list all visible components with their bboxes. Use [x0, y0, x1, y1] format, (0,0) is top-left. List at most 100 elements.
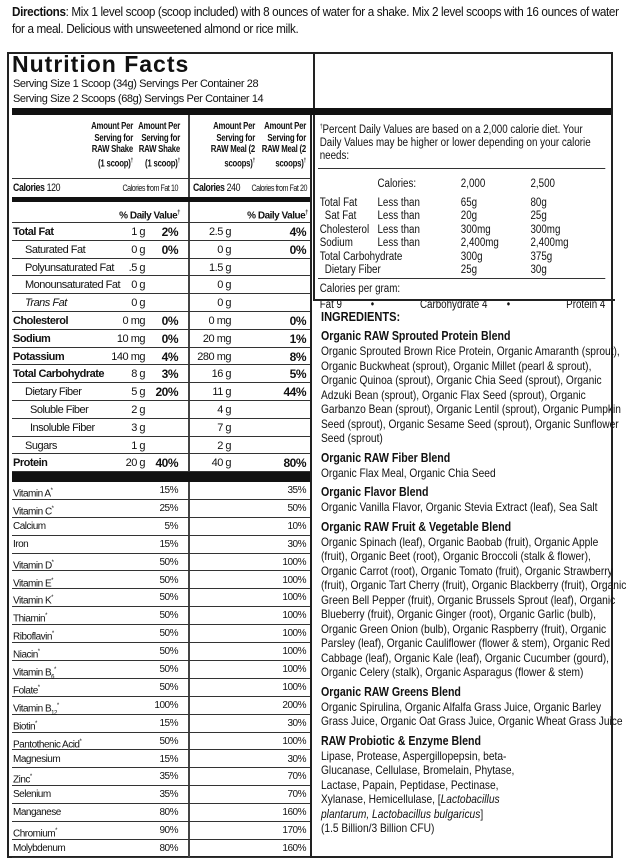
- meal-amount: 20 mg: [202, 332, 232, 345]
- blend-items: Organic Sprouted Brown Rice Protein, Org…: [321, 344, 621, 445]
- vitamin-row: Vitamin A* 15% 35%: [12, 482, 310, 500]
- nutrient-name: Monounsaturated Fat: [25, 279, 121, 292]
- dv-2500: 2,400mg: [530, 237, 569, 250]
- nutrient-row: Potassium 140 mg 4% 280 mg 8%: [12, 348, 310, 366]
- shake-amount: 0 g: [131, 279, 145, 292]
- meal-daily-value: 44%: [283, 385, 306, 400]
- blend-items: Organic Spirulina, Organic Alfalfa Grass…: [321, 699, 623, 729]
- nutrient-row: Polyunsaturated Fat .5 g 1.5 g: [12, 259, 310, 277]
- shake-amount: 0 g: [131, 243, 145, 256]
- shake-daily-value: 100%: [154, 699, 178, 711]
- header-shake-amount: Amount Per Serving for RAW Shake (1 scoo…: [91, 121, 133, 169]
- nutrient-name: Potassium: [13, 350, 65, 363]
- shake-daily-value: 50%: [159, 628, 178, 640]
- vitamin-row: Manganese 80% 160%: [12, 804, 310, 823]
- meal-daily-value: 100%: [282, 646, 306, 658]
- vitamin-row: Pantothenic Acid* 50% 100%: [12, 733, 310, 751]
- thick-bar: [12, 197, 310, 202]
- vitamin-row: Vitamin E* 50% 100%: [12, 572, 310, 590]
- panel-divider: [313, 52, 315, 300]
- dv-limit: Less than: [377, 223, 420, 236]
- shake-amount: 0 g: [131, 297, 145, 310]
- meal-daily-value: 30%: [287, 538, 306, 550]
- shake-daily-value: 40%: [155, 456, 178, 471]
- vitamin-row: Folate* 50% 100%: [12, 679, 310, 697]
- shake-daily-value: 20%: [155, 385, 178, 400]
- shake-daily-value: 50%: [159, 592, 178, 604]
- nutrient-name: Total Carbohydrate: [13, 368, 105, 381]
- meal-amount: 2.5 g: [209, 226, 231, 238]
- blend-name: Organic Flavor Blend: [321, 485, 429, 499]
- meal-amount: 40 g: [211, 457, 232, 470]
- vitamin-row: Vitamin D* 50% 100%: [12, 554, 310, 572]
- nutrient-name: Dietary Fiber: [25, 386, 82, 399]
- nutrient-row: Insoluble Fiber 3 g 7 g: [12, 419, 310, 437]
- meal-daily-value: 100%: [282, 664, 306, 675]
- shake-daily-value: 50%: [159, 574, 178, 586]
- nutrient-name: Protein: [13, 457, 48, 470]
- meal-daily-value: 100%: [282, 574, 306, 586]
- ingredients: INGREDIENTS: Organic RAW Sprouted Protei…: [321, 309, 627, 836]
- dv-2500: 25g: [530, 210, 547, 223]
- vitamin-name: Zinc*: [13, 774, 32, 786]
- dv-2500: 30g: [530, 264, 547, 277]
- blend-name: Organic RAW Sprouted Protein Blend: [321, 329, 511, 343]
- meal-daily-value: 100%: [282, 628, 306, 640]
- shake-amount: 1 g: [131, 226, 145, 238]
- shake-daily-value: 15%: [159, 485, 178, 496]
- vitamin-row: Vitamin K* 50% 100%: [12, 589, 310, 608]
- vitamin-row: Calcium 5% 10%: [12, 518, 310, 536]
- table-right-border: [310, 115, 312, 858]
- vitamin-row: Zinc* 35% 70%: [12, 768, 310, 787]
- nutrient-row: Total Fat 1 g 2% 2.5 g 4%: [12, 223, 310, 241]
- dv-limit: Less than: [377, 196, 420, 209]
- meal-amount: 7 g: [217, 421, 231, 434]
- vitamin-row: Riboflavin* 50% 100%: [12, 625, 310, 644]
- meal-amount: 16 g: [211, 368, 232, 381]
- calories-per-gram-label: Calories per gram:: [319, 282, 401, 295]
- vitamin-name: Vitamin C*: [13, 505, 54, 518]
- dv-2000: 20g: [460, 210, 478, 223]
- nutrition-facts-title: Nutrition Facts: [12, 51, 190, 77]
- meal-amount: 280 mg: [197, 350, 231, 363]
- shake-amount: 10 mg: [116, 332, 146, 345]
- nutrient-name: Polyunsaturated Fat: [25, 261, 114, 274]
- meal-amount: 0 g: [217, 279, 231, 292]
- vitamin-name: Niacin*: [13, 649, 40, 661]
- shake-amount: 140 mg: [111, 350, 145, 363]
- dv-nutrient: Cholesterol: [319, 223, 370, 236]
- dv-nutrient: Total Carbohydrate: [319, 250, 403, 263]
- shake-amount: 3 g: [131, 421, 145, 434]
- meal-daily-value: 100%: [282, 681, 306, 693]
- vitamin-row: Niacin* 50% 100%: [12, 643, 310, 661]
- dv-nutrient: Sodium: [319, 237, 353, 250]
- meal-daily-value: 100%: [282, 610, 306, 622]
- header-shake-pct: Amount Per Serving for RAW Shake (1 scoo…: [138, 121, 180, 169]
- vitamin-name: Thiamin*: [13, 613, 47, 625]
- shake-amount: .5 g: [128, 261, 146, 274]
- shake-daily-value: 80%: [159, 807, 178, 819]
- shake-daily-value: 0%: [161, 331, 179, 346]
- nutrient-name: Saturated Fat: [25, 243, 86, 256]
- meal-amount: 0 mg: [208, 315, 232, 327]
- nutrient-name: Sodium: [13, 332, 51, 345]
- calorie-header: Calories: 2,000 2,500: [377, 177, 555, 190]
- meal-amount: 11 g: [212, 386, 231, 399]
- meal-daily-value: 70%: [287, 771, 306, 783]
- shake-amount: 0 mg: [122, 315, 146, 327]
- meal-daily-value: 1%: [289, 331, 307, 346]
- shake-daily-value: 35%: [159, 789, 178, 801]
- dv-2500: 80g: [530, 196, 547, 209]
- meal-amount: 1.5 g: [209, 261, 231, 274]
- dv-2000: 2,400mg: [460, 237, 499, 250]
- serving-size-shake: Serving Size 1 Scoop (34g) Servings Per …: [13, 78, 259, 90]
- shake-daily-value: 0%: [161, 242, 179, 257]
- nutrient-name: Insoluble Fiber: [30, 421, 95, 434]
- nutrient-row: Soluble Fiber 2 g 4 g: [12, 401, 310, 419]
- daily-value-label-shake: % Daily Value†: [119, 210, 180, 222]
- column-divider: [188, 115, 190, 858]
- vitamin-name: Iron: [13, 538, 29, 550]
- nutrient-name: Cholesterol: [13, 315, 69, 327]
- blend-name: RAW Probiotic & Enzyme Blend: [321, 733, 481, 748]
- shake-amount: 20 g: [125, 457, 146, 470]
